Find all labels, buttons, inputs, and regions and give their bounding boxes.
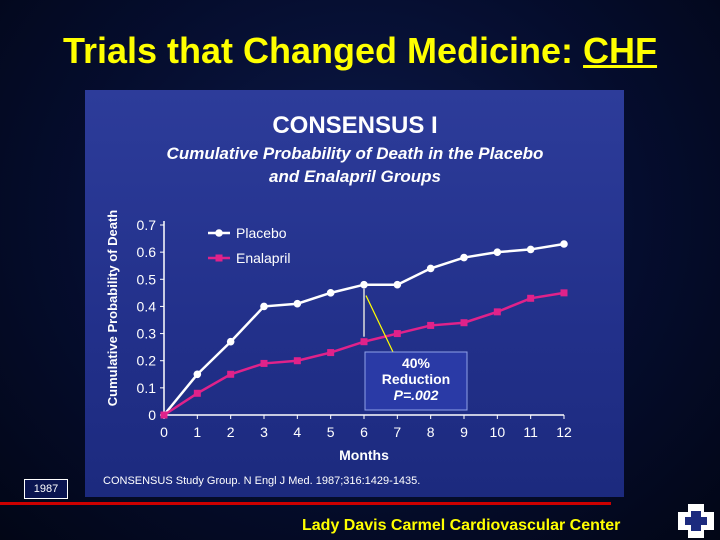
data-point xyxy=(426,264,435,273)
x-tick-label: 11 xyxy=(523,424,538,440)
data-point xyxy=(260,302,268,311)
data-point xyxy=(326,289,335,297)
data-point xyxy=(560,289,568,297)
cardiology-logo-icon xyxy=(678,504,714,538)
x-tick-label: 4 xyxy=(293,424,301,440)
data-point xyxy=(460,253,468,262)
slide-title-abbr: CHF xyxy=(583,30,658,71)
y-tick-label: 0.1 xyxy=(137,380,157,396)
y-tick-label: 0.2 xyxy=(137,353,157,369)
legend-label: Enalapril xyxy=(236,250,290,266)
divider-line xyxy=(0,502,611,505)
data-point xyxy=(393,280,402,289)
callout-box xyxy=(364,351,468,411)
y-tick-label: 0.6 xyxy=(137,244,157,260)
legend-marker xyxy=(215,254,223,262)
data-point xyxy=(360,338,368,346)
x-tick-label: 3 xyxy=(260,424,268,440)
data-point xyxy=(160,411,168,419)
x-tick-label: 6 xyxy=(360,424,368,440)
data-point xyxy=(193,370,202,379)
callout-text: Reduction xyxy=(382,371,450,387)
y-axis-label: Cumulative Probability of Death xyxy=(105,210,120,407)
data-point xyxy=(526,245,535,254)
data-point xyxy=(327,349,335,357)
year-badge: 1987 xyxy=(24,479,68,499)
y-tick-label: 0.7 xyxy=(137,217,157,233)
data-point xyxy=(527,294,535,302)
data-point xyxy=(293,299,302,308)
figure-subtitle-line2: and Enalapril Groups xyxy=(269,167,441,186)
data-point xyxy=(360,280,368,289)
data-point xyxy=(393,330,401,338)
y-tick-label: 0.3 xyxy=(137,326,157,342)
callout-text: P=.002 xyxy=(394,387,439,403)
y-tick-label: 0.5 xyxy=(137,271,157,287)
data-point xyxy=(193,389,201,397)
x-tick-label: 1 xyxy=(193,424,201,440)
x-tick-label: 10 xyxy=(490,424,506,440)
data-point xyxy=(260,359,268,367)
x-tick-label: 12 xyxy=(556,424,572,440)
callout-pointer xyxy=(365,295,394,353)
chart: CONSENSUS I Cumulative Probability of De… xyxy=(103,112,572,487)
data-point xyxy=(227,370,235,378)
figure-subtitle-line1: Cumulative Probability of Death in the P… xyxy=(167,144,544,163)
footer-text: Lady Davis Carmel Cardiovascular Center xyxy=(302,517,621,534)
slide-title-main: Trials that Changed Medicine: xyxy=(62,30,584,71)
x-tick-label: 7 xyxy=(393,424,401,440)
y-tick-label: 0 xyxy=(148,407,156,423)
x-tick-label: 2 xyxy=(227,424,235,440)
legend-label: Placebo xyxy=(236,225,287,241)
figure-heading: CONSENSUS I xyxy=(272,112,437,139)
legend-marker xyxy=(215,229,223,237)
figure-citation: CONSENSUS Study Group. N Engl J Med. 198… xyxy=(103,475,420,487)
data-point xyxy=(560,240,568,248)
legend: Placebo Enalapril xyxy=(208,225,290,266)
axes: 0 1 2 3 4 5 6 7 8 9 10 11 1200.10.20.30.40.50.60.7Mo… xyxy=(105,210,572,463)
y-tick-label: 0.4 xyxy=(137,298,157,314)
chart-marks xyxy=(160,240,568,419)
slide-title: Trials that Changed Medicine: CHF xyxy=(0,30,720,72)
data-point xyxy=(427,321,435,329)
data-point xyxy=(460,319,468,327)
x-tick-label: 5 xyxy=(327,424,335,440)
data-point xyxy=(226,337,235,346)
callout-text: 40% xyxy=(402,355,431,371)
data-point xyxy=(293,357,301,365)
figure-panel: CONSENSUS I Cumulative Probability of De… xyxy=(85,90,624,497)
x-tick-label: 0 xyxy=(160,424,168,440)
data-point xyxy=(493,248,502,256)
x-tick-label: 9 xyxy=(460,424,468,440)
x-axis-label: Months xyxy=(339,447,389,463)
data-point xyxy=(493,308,501,316)
x-tick-label: 8 xyxy=(427,424,435,440)
